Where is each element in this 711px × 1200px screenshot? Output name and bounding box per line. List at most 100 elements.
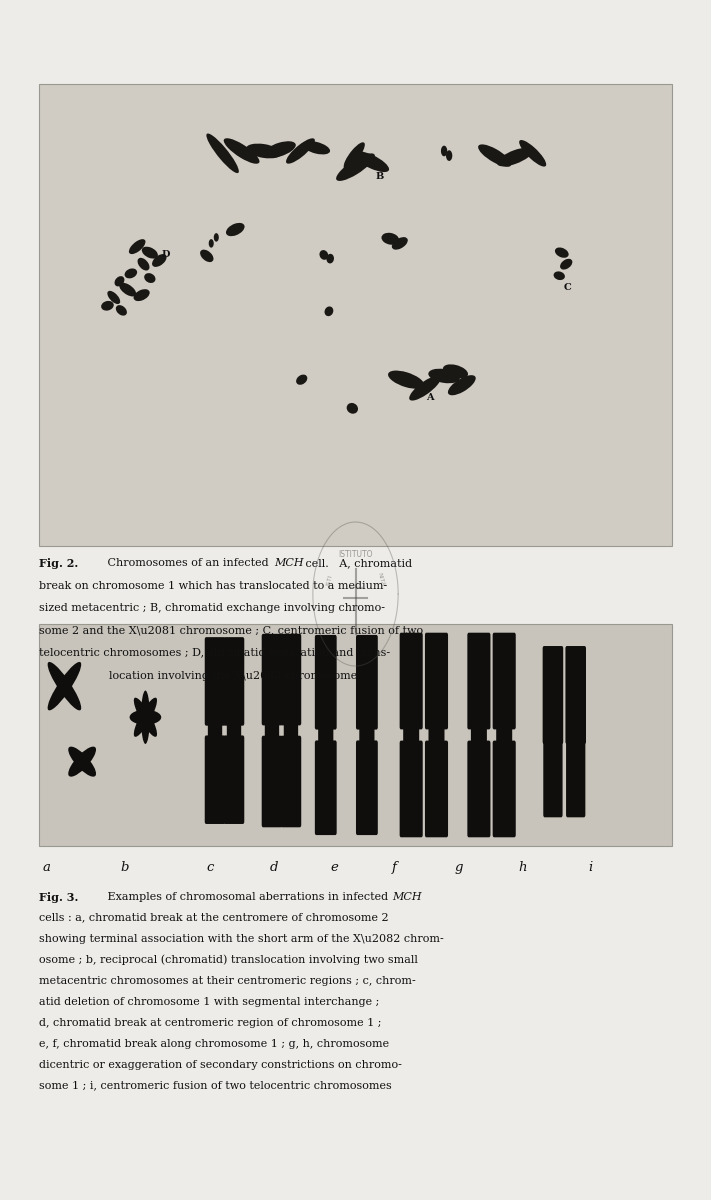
Text: i: i — [588, 862, 592, 874]
Ellipse shape — [68, 746, 96, 776]
FancyBboxPatch shape — [359, 722, 375, 748]
Text: metacentric chromosomes at their centromeric regions ; c, chrom-: metacentric chromosomes at their centrom… — [39, 976, 416, 985]
Ellipse shape — [224, 138, 260, 163]
Text: dicentric or exaggeration of secondary constrictions on chromo-: dicentric or exaggeration of secondary c… — [39, 1060, 402, 1069]
FancyBboxPatch shape — [315, 740, 337, 835]
FancyBboxPatch shape — [425, 632, 448, 730]
Ellipse shape — [134, 289, 150, 301]
Ellipse shape — [324, 306, 333, 316]
FancyBboxPatch shape — [565, 646, 586, 744]
Ellipse shape — [319, 250, 328, 260]
Text: g: g — [454, 862, 463, 874]
Text: Fig. 2.: Fig. 2. — [39, 558, 78, 569]
Text: Examples of chromosomal aberrations in infected: Examples of chromosomal aberrations in i… — [97, 892, 392, 901]
Ellipse shape — [48, 662, 81, 710]
Ellipse shape — [134, 697, 157, 737]
Text: cell.   A, chromatid: cell. A, chromatid — [302, 558, 412, 568]
FancyBboxPatch shape — [467, 740, 491, 838]
Text: MCH: MCH — [274, 558, 304, 568]
FancyBboxPatch shape — [318, 722, 333, 748]
Ellipse shape — [428, 368, 460, 383]
Text: sized metacentric ; B, chromatid exchange involving chromo-: sized metacentric ; B, chromatid exchang… — [39, 604, 385, 613]
FancyBboxPatch shape — [39, 84, 672, 546]
Text: Fig. 3.: Fig. 3. — [39, 892, 78, 902]
FancyBboxPatch shape — [224, 736, 245, 824]
FancyBboxPatch shape — [400, 740, 423, 838]
Ellipse shape — [107, 290, 120, 304]
Ellipse shape — [448, 376, 476, 395]
Ellipse shape — [119, 283, 137, 296]
Text: location involving the X\u2082 chromosome: location involving the X\u2082 chromosom… — [39, 671, 358, 680]
Ellipse shape — [141, 690, 150, 744]
Ellipse shape — [353, 151, 389, 172]
Text: d: d — [269, 862, 278, 874]
Ellipse shape — [519, 140, 546, 167]
Ellipse shape — [392, 238, 408, 250]
Ellipse shape — [134, 697, 157, 737]
Text: telocentric chromosomes ; D, chromatid separation and trans-: telocentric chromosomes ; D, chromatid s… — [39, 648, 390, 659]
FancyBboxPatch shape — [264, 719, 279, 743]
Ellipse shape — [226, 223, 245, 236]
Ellipse shape — [326, 254, 334, 264]
FancyBboxPatch shape — [224, 637, 245, 726]
Ellipse shape — [246, 144, 282, 158]
Ellipse shape — [200, 250, 213, 262]
Ellipse shape — [263, 142, 296, 158]
FancyBboxPatch shape — [425, 740, 448, 838]
Ellipse shape — [124, 269, 137, 278]
FancyBboxPatch shape — [205, 736, 225, 824]
Ellipse shape — [382, 233, 399, 245]
FancyBboxPatch shape — [262, 634, 282, 726]
FancyBboxPatch shape — [281, 634, 301, 726]
Text: atid deletion of chromosome 1 with segmental interchange ;: atid deletion of chromosome 1 with segme… — [39, 996, 380, 1007]
Ellipse shape — [129, 239, 146, 254]
Text: NITÀ: NITÀ — [377, 572, 385, 587]
Ellipse shape — [101, 301, 114, 311]
Ellipse shape — [478, 144, 511, 167]
FancyBboxPatch shape — [284, 719, 298, 743]
Ellipse shape — [48, 662, 81, 710]
Ellipse shape — [302, 142, 330, 155]
Ellipse shape — [114, 276, 124, 287]
Text: d, chromatid break at centromeric region of chromosome 1 ;: d, chromatid break at centromeric region… — [39, 1018, 382, 1027]
Text: b: b — [120, 862, 129, 874]
Ellipse shape — [68, 746, 96, 776]
FancyBboxPatch shape — [208, 719, 223, 742]
Ellipse shape — [116, 305, 127, 316]
Ellipse shape — [554, 271, 565, 280]
Ellipse shape — [347, 403, 358, 414]
Ellipse shape — [388, 371, 424, 389]
Ellipse shape — [129, 709, 161, 725]
Ellipse shape — [410, 376, 441, 401]
Ellipse shape — [441, 145, 447, 156]
Text: f: f — [392, 862, 397, 874]
Text: A: A — [426, 392, 433, 402]
Text: e: e — [330, 862, 338, 874]
FancyBboxPatch shape — [227, 719, 241, 742]
Text: showing terminal association with the short arm of the X\u2082 chrom-: showing terminal association with the sh… — [39, 934, 444, 943]
Text: cells : a, chromatid break at the centromere of chromosome 2: cells : a, chromatid break at the centro… — [39, 912, 389, 923]
FancyBboxPatch shape — [542, 646, 563, 744]
Text: e, f, chromatid break along chromosome 1 ; g, h, chromosome: e, f, chromatid break along chromosome 1… — [39, 1038, 389, 1049]
FancyBboxPatch shape — [356, 740, 378, 835]
Ellipse shape — [144, 274, 156, 283]
Ellipse shape — [555, 247, 569, 258]
Text: MCH: MCH — [392, 892, 422, 901]
Text: a: a — [42, 862, 50, 874]
Text: osome ; b, reciprocal (chromatid) translocation involving two small: osome ; b, reciprocal (chromatid) transl… — [39, 955, 418, 965]
Text: C: C — [564, 283, 572, 292]
FancyBboxPatch shape — [281, 736, 301, 827]
Ellipse shape — [446, 150, 452, 161]
FancyBboxPatch shape — [496, 722, 512, 748]
FancyBboxPatch shape — [262, 736, 282, 827]
Ellipse shape — [296, 374, 307, 385]
Text: c: c — [206, 862, 213, 874]
Text: ISTITUTO: ISTITUTO — [338, 550, 373, 559]
Text: ISTI: ISTI — [326, 574, 333, 586]
FancyBboxPatch shape — [429, 722, 444, 748]
Text: some 1 ; i, centromeric fusion of two telocentric chromosomes: some 1 ; i, centromeric fusion of two te… — [39, 1080, 392, 1091]
FancyBboxPatch shape — [493, 632, 515, 730]
Text: h: h — [518, 862, 527, 874]
FancyBboxPatch shape — [467, 632, 491, 730]
FancyBboxPatch shape — [39, 624, 672, 846]
